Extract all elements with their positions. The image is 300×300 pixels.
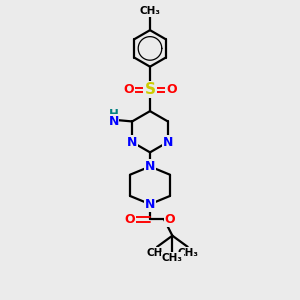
Text: H: H [109,108,118,121]
Text: O: O [124,83,134,96]
Text: CH₃: CH₃ [140,6,160,16]
Text: N: N [163,136,173,148]
Text: CH₃: CH₃ [177,248,198,258]
Text: N: N [108,115,119,128]
Text: O: O [165,213,175,226]
Text: N: N [145,160,155,173]
Text: O: O [166,83,176,96]
Text: S: S [145,82,155,97]
Text: N: N [145,198,155,211]
Text: N: N [127,136,137,148]
Text: CH₃: CH₃ [162,253,183,263]
Text: O: O [125,213,135,226]
Text: CH₃: CH₃ [147,248,168,258]
